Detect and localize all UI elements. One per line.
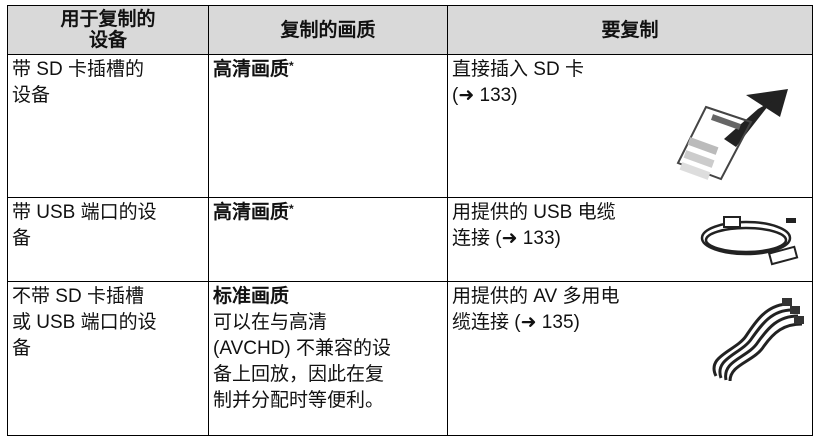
method-cell: 直接插入 SD 卡 (➜ 133) bbox=[447, 54, 813, 198]
device-text: 不带 SD 卡插槽 bbox=[12, 286, 144, 307]
header-cell: 复制的画质 bbox=[208, 5, 448, 55]
av-cable-icon bbox=[712, 298, 804, 382]
header-text: 设备 bbox=[88, 30, 127, 51]
method-text: 用提供的 USB 电缆 bbox=[452, 202, 616, 223]
usb-cable-icon bbox=[700, 216, 799, 266]
device-text: 备 bbox=[12, 228, 32, 249]
device-text: 设备 bbox=[12, 85, 51, 106]
header-text: 复制的画质 bbox=[280, 19, 376, 41]
device-text: 带 SD 卡插槽的 bbox=[12, 59, 144, 80]
method-text: (➜ 133) bbox=[452, 85, 518, 106]
header-cell: 用于复制的 设备 bbox=[7, 5, 209, 55]
header-text: 用于复制的 bbox=[60, 9, 156, 30]
quality-note: 备上回放，因此在复 bbox=[213, 364, 385, 385]
method-text: 直接插入 SD 卡 bbox=[452, 59, 584, 80]
quality-name: 标准画质 bbox=[213, 286, 290, 307]
device-text: 带 USB 端口的设 bbox=[12, 202, 157, 223]
quality-name: 高清画质* bbox=[213, 59, 294, 80]
copy-table: 用于复制的 设备 复制的画质 要复制 带 SD 卡插槽的 设备 高清画质* 直接插入 SD … bbox=[7, 5, 813, 436]
footnote-mark: * bbox=[289, 202, 294, 216]
quality-note: (AVCHD) 不兼容的设 bbox=[213, 338, 392, 359]
header-row: 用于复制的 设备 复制的画质 要复制 bbox=[7, 5, 813, 55]
device-cell: 带 USB 端口的设备 bbox=[7, 197, 209, 282]
header-cell: 要复制 bbox=[447, 5, 813, 55]
sd-card-icon bbox=[676, 89, 788, 181]
device-text: 或 USB 端口的设 bbox=[12, 312, 157, 333]
table-row: 带 USB 端口的设备高清画质* 用提供的 USB 电缆 连接 (➜ 133) bbox=[7, 197, 813, 282]
quality-cell: 标准画质可以在与高清 (AVCHD) 不兼容的设 备上回放，因此在复 制并分配时等便利… bbox=[208, 281, 448, 436]
quality-name: 高清画质* bbox=[213, 202, 294, 223]
table-row: 带 SD 卡插槽的 设备 高清画质* 直接插入 SD 卡 (➜ 133) bbox=[7, 54, 813, 198]
quality-cell: 高清画质* bbox=[208, 54, 448, 198]
method-cell: 用提供的 USB 电缆 连接 (➜ 133) bbox=[447, 197, 813, 282]
footnote-mark: * bbox=[289, 59, 294, 73]
device-text: 备 bbox=[12, 338, 32, 359]
device-cell: 不带 SD 卡插槽或 USB 端口的设备 bbox=[7, 281, 209, 436]
method-text: 用提供的 AV 多用电 bbox=[452, 286, 620, 307]
quality-note: 制并分配时等便利。 bbox=[213, 390, 385, 411]
method-text: 缆连接 (➜ 135) bbox=[452, 312, 580, 333]
quality-note: 可以在与高清 bbox=[213, 312, 328, 333]
method-cell: 用提供的 AV 多用电 缆连接 (➜ 135) bbox=[447, 281, 813, 436]
device-cell: 带 SD 卡插槽的 设备 bbox=[7, 54, 209, 198]
table-row: 不带 SD 卡插槽或 USB 端口的设备标准画质 可以在与高清 (AVCHD) 不兼… bbox=[7, 281, 813, 436]
header-text: 要复制 bbox=[601, 19, 659, 41]
quality-cell: 高清画质* bbox=[208, 197, 448, 282]
method-text: 连接 (➜ 133) bbox=[452, 228, 561, 249]
